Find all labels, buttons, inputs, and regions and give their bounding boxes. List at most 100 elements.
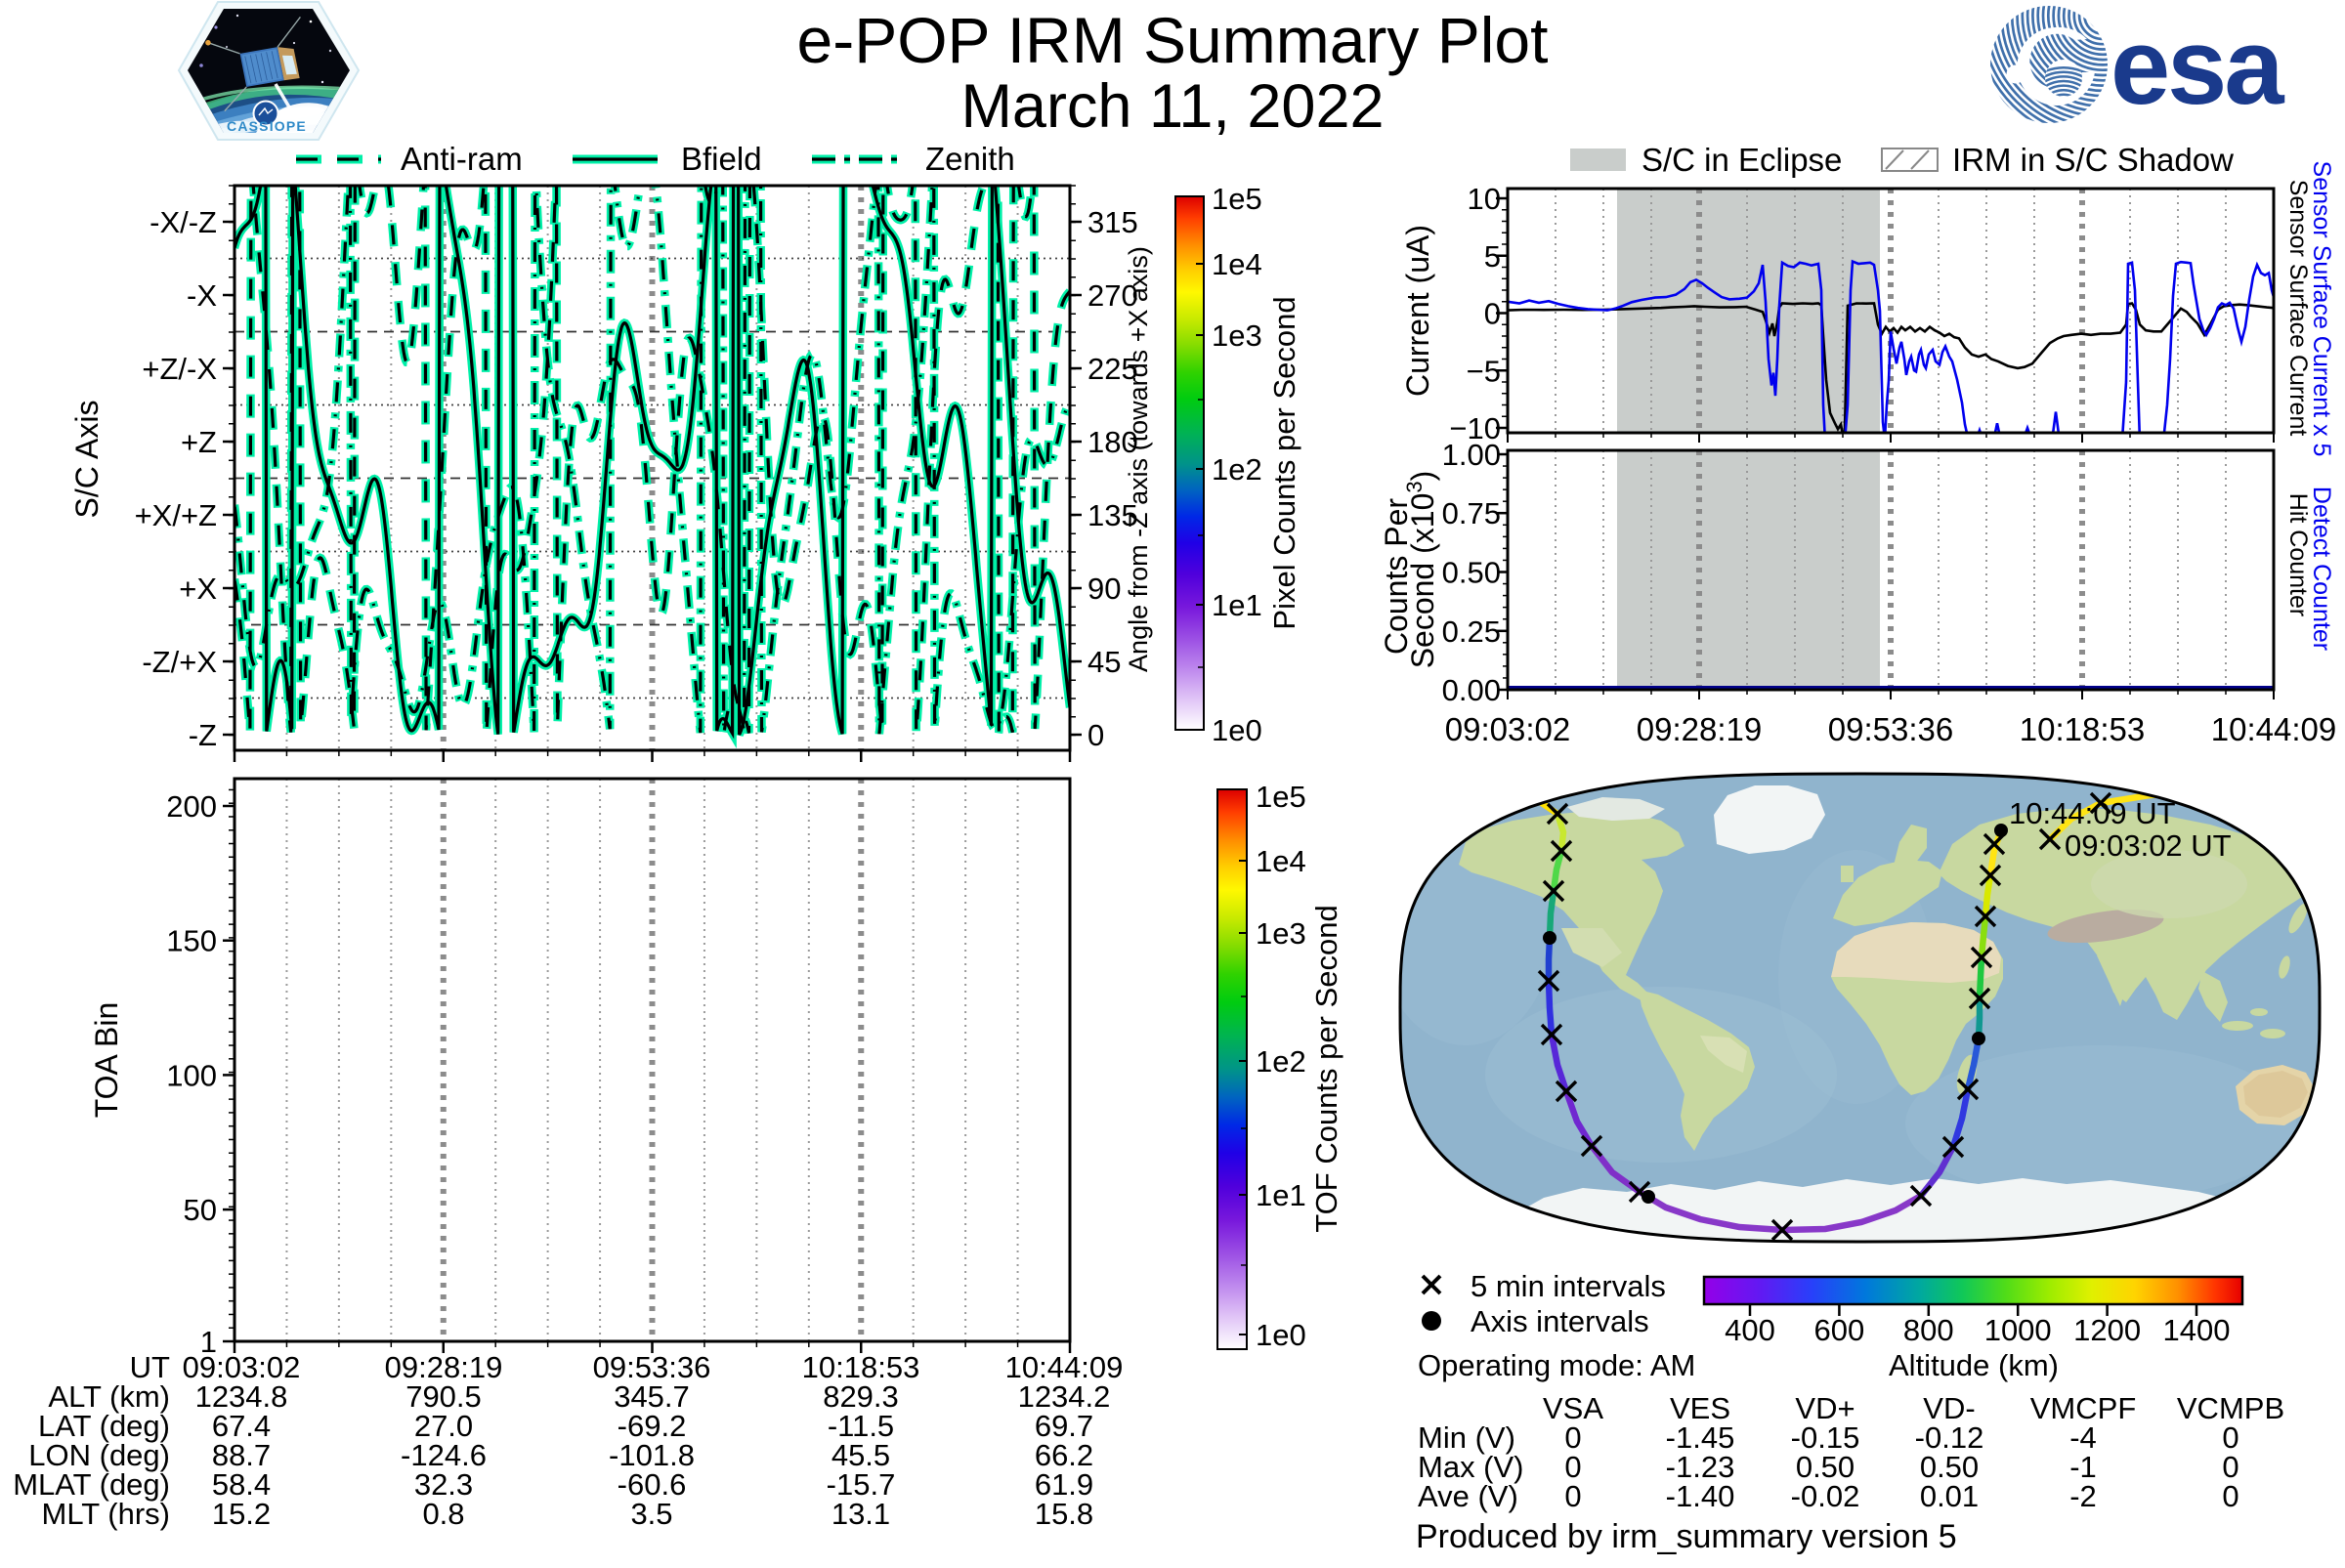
svg-text:-0.12: -0.12 [1915, 1420, 1984, 1455]
svg-text:1e0: 1e0 [1212, 713, 1262, 747]
svg-text:IRM in S/C Shadow: IRM in S/C Shadow [1952, 142, 2234, 178]
svg-text:e-POP IRM Summary Plot: e-POP IRM Summary Plot [797, 4, 1549, 76]
svg-text:1e0: 1e0 [1256, 1318, 1306, 1352]
svg-text:10:44:09: 10:44:09 [2211, 711, 2336, 747]
svg-text:5: 5 [1484, 239, 1501, 274]
svg-text:1400: 1400 [2163, 1313, 2231, 1347]
svg-text:50: 50 [184, 1193, 217, 1227]
svg-text:Sensor Surface Current: Sensor Surface Current [2284, 180, 2312, 437]
svg-text:09:53:36: 09:53:36 [1828, 711, 1953, 747]
svg-text:Min (V): Min (V) [1418, 1420, 1515, 1455]
svg-text:10:44:09: 10:44:09 [1005, 1350, 1124, 1384]
svg-text:1e3: 1e3 [1212, 318, 1262, 353]
svg-text:0.50: 0.50 [1442, 556, 1501, 590]
svg-text:Angle from -Z axis (towards +X: Angle from -Z axis (towards +X axis) [1124, 246, 1153, 672]
svg-text:0.50: 0.50 [1796, 1450, 1855, 1484]
svg-text:-X/-Z: -X/-Z [149, 205, 217, 239]
svg-text:-101.8: -101.8 [609, 1438, 695, 1472]
svg-text:-0.15: -0.15 [1791, 1420, 1860, 1455]
svg-text:90: 90 [1087, 572, 1121, 606]
svg-text:10:18:53: 10:18:53 [802, 1350, 920, 1384]
svg-text:829.3: 829.3 [823, 1379, 899, 1414]
svg-text:1e5: 1e5 [1256, 780, 1306, 814]
svg-text:69.7: 69.7 [1035, 1409, 1093, 1443]
svg-text:-1.40: -1.40 [1666, 1479, 1735, 1513]
svg-text:1e1: 1e1 [1212, 588, 1262, 622]
svg-text:100: 100 [166, 1058, 217, 1092]
svg-text:-4: -4 [2069, 1420, 2097, 1455]
svg-text:Axis intervals: Axis intervals [1471, 1304, 1649, 1338]
svg-text:-15.7: -15.7 [827, 1467, 896, 1502]
svg-text:15.2: 15.2 [212, 1497, 271, 1531]
svg-text:-Z/+X: -Z/+X [142, 645, 217, 679]
svg-text:0: 0 [2222, 1479, 2238, 1513]
svg-text:-69.2: -69.2 [618, 1409, 687, 1443]
svg-text:+X: +X [179, 572, 217, 606]
svg-text:790.5: 790.5 [405, 1379, 482, 1414]
svg-text:-11.5: -11.5 [828, 1409, 894, 1443]
svg-text:Sensor Surface Current x 5: Sensor Surface Current x 5 [2308, 161, 2335, 457]
svg-text:1e2: 1e2 [1256, 1044, 1306, 1079]
svg-text:Pixel Counts per Second: Pixel Counts per Second [1267, 296, 1301, 629]
svg-text:Produced by irm_summary versio: Produced by irm_summary version 5 [1416, 1518, 1957, 1555]
svg-text:0: 0 [1564, 1450, 1581, 1484]
svg-text:0.75: 0.75 [1442, 496, 1501, 530]
svg-text:VMCPF: VMCPF [2030, 1391, 2137, 1425]
svg-text:+Z/-X: +Z/-X [142, 352, 217, 386]
svg-text:10:18:53: 10:18:53 [2020, 711, 2145, 747]
svg-text:esa: esa [2110, 7, 2284, 127]
svg-text:1e5: 1e5 [1212, 182, 1262, 216]
svg-text:270: 270 [1087, 278, 1138, 313]
svg-text:-1.45: -1.45 [1666, 1420, 1735, 1455]
svg-text:S/C Axis: S/C Axis [69, 401, 105, 519]
svg-text:LAT (deg): LAT (deg) [38, 1409, 170, 1443]
svg-text:67.4: 67.4 [212, 1409, 271, 1443]
svg-text:200: 200 [166, 789, 217, 824]
svg-text:5 min intervals: 5 min intervals [1471, 1269, 1666, 1303]
svg-text:1200: 1200 [2073, 1313, 2141, 1347]
svg-text:09:28:19: 09:28:19 [385, 1350, 503, 1384]
svg-text:VES: VES [1670, 1391, 1730, 1425]
svg-text:ALT (km): ALT (km) [48, 1379, 170, 1414]
svg-text:09:28:19: 09:28:19 [1637, 711, 1762, 747]
svg-text:Max (V): Max (V) [1418, 1450, 1524, 1484]
svg-text:09:03:02 UT: 09:03:02 UT [2065, 828, 2232, 863]
svg-text:3.5: 3.5 [630, 1497, 672, 1531]
svg-text:Current (uA): Current (uA) [1400, 225, 1435, 397]
svg-text:345.7: 345.7 [614, 1379, 690, 1414]
svg-text:-60.6: -60.6 [618, 1467, 687, 1502]
svg-text:09:53:36: 09:53:36 [593, 1350, 711, 1384]
svg-text:0: 0 [1564, 1420, 1581, 1455]
svg-text:1e3: 1e3 [1256, 916, 1306, 951]
svg-text:VCMPB: VCMPB [2177, 1391, 2284, 1425]
svg-text:10:44:09 UT: 10:44:09 UT [2009, 796, 2176, 830]
svg-text:0: 0 [2222, 1450, 2238, 1484]
svg-text:MLAT (deg): MLAT (deg) [13, 1467, 170, 1502]
svg-text:0.8: 0.8 [422, 1497, 464, 1531]
svg-text:Counts Per: Counts Per [1379, 498, 1414, 655]
svg-text:15.8: 15.8 [1035, 1497, 1093, 1531]
svg-text:27.0: 27.0 [414, 1409, 473, 1443]
svg-text:1234.2: 1234.2 [1018, 1379, 1111, 1414]
svg-text:S/C in Eclipse: S/C in Eclipse [1642, 142, 1842, 178]
svg-text:88.7: 88.7 [212, 1438, 271, 1472]
svg-text:45: 45 [1087, 645, 1121, 679]
svg-text:1.00: 1.00 [1442, 438, 1501, 472]
svg-text:LON (deg): LON (deg) [28, 1438, 170, 1472]
svg-text:March 11, 2022: March 11, 2022 [960, 72, 1384, 141]
svg-text:1e4: 1e4 [1212, 247, 1262, 281]
svg-text:CASSIOPE: CASSIOPE [227, 118, 307, 134]
svg-text:Hit Counter: Hit Counter [2284, 493, 2312, 616]
svg-text:13.1: 13.1 [831, 1497, 890, 1531]
svg-text:-1: -1 [2069, 1450, 2097, 1484]
svg-text:0: 0 [1484, 297, 1501, 331]
svg-text:135: 135 [1087, 498, 1138, 532]
svg-text:180: 180 [1087, 425, 1138, 459]
svg-text:58.4: 58.4 [212, 1467, 271, 1502]
svg-text:1e2: 1e2 [1212, 452, 1262, 487]
svg-text:61.9: 61.9 [1035, 1467, 1093, 1502]
svg-text:−5: −5 [1467, 354, 1501, 388]
svg-text:Second (x103): Second (x103) [1402, 471, 1440, 669]
svg-text:315: 315 [1087, 205, 1138, 239]
svg-text:TOF Counts per Second: TOF Counts per Second [1309, 905, 1343, 1232]
